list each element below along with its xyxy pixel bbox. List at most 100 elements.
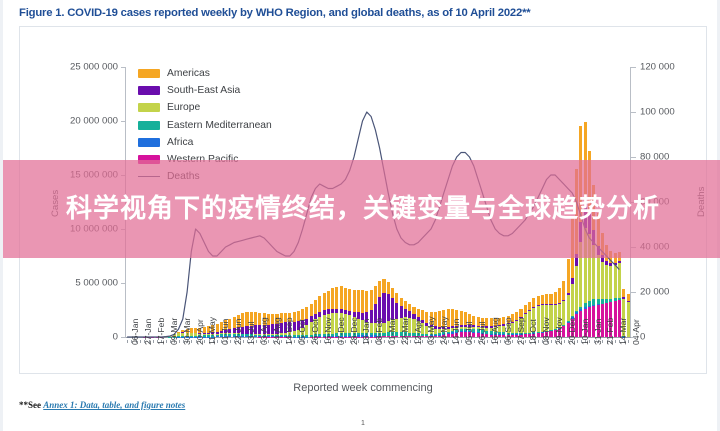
bar-column[interactable]	[540, 67, 544, 337]
legend-item-eastern-mediterranean[interactable]: Eastern Mediterranean	[138, 120, 272, 131]
bar-column[interactable]	[198, 67, 202, 337]
bar-column[interactable]	[236, 67, 240, 337]
bar-column[interactable]	[425, 67, 429, 337]
bar-column[interactable]	[442, 67, 446, 337]
bar-column[interactable]	[219, 67, 223, 337]
bar-column[interactable]	[523, 67, 527, 337]
bar-column[interactable]	[309, 67, 313, 337]
bar-column[interactable]	[305, 67, 309, 337]
bar-column[interactable]	[223, 67, 228, 337]
bar-column[interactable]	[322, 67, 326, 337]
bar-column[interactable]	[485, 67, 489, 337]
bar-column[interactable]	[249, 67, 253, 337]
bar-column[interactable]	[416, 67, 420, 337]
bar-column[interactable]	[258, 67, 262, 337]
bar-column[interactable]	[532, 67, 536, 337]
bar-column[interactable]	[420, 67, 425, 337]
bar-column[interactable]	[356, 67, 360, 337]
bar-column[interactable]	[382, 67, 386, 337]
bar-column[interactable]	[433, 67, 437, 337]
bar-column[interactable]	[489, 67, 493, 337]
bar-column[interactable]	[502, 67, 506, 337]
legend-item-americas[interactable]: Americas	[138, 68, 272, 79]
bar-column[interactable]	[545, 67, 549, 337]
bar-column[interactable]	[176, 67, 181, 337]
bar-column[interactable]	[566, 67, 570, 337]
bar-column[interactable]	[365, 67, 369, 337]
bar-column[interactable]	[232, 67, 236, 337]
bar-column[interactable]	[348, 67, 352, 337]
bar-column[interactable]	[326, 67, 330, 337]
bar-column[interactable]	[352, 67, 356, 337]
bar-column[interactable]	[626, 67, 630, 337]
annex-link[interactable]: Annex 1: Data, table, and figure notes	[43, 400, 186, 410]
legend-item-europe[interactable]: Europe	[138, 102, 272, 113]
bar-column[interactable]	[339, 67, 343, 337]
bar-column[interactable]	[253, 67, 258, 337]
bar-column[interactable]	[211, 67, 215, 337]
bar-column[interactable]	[468, 67, 472, 337]
bar-column[interactable]	[553, 67, 557, 337]
bar-column[interactable]	[395, 67, 399, 337]
bar-column[interactable]	[271, 67, 275, 337]
bar-column[interactable]	[536, 67, 540, 337]
bar-column[interactable]	[386, 67, 390, 337]
bar-column[interactable]	[181, 67, 185, 337]
bar-column[interactable]	[519, 67, 523, 337]
bar-column[interactable]	[215, 67, 219, 337]
bar-column[interactable]	[506, 67, 510, 337]
legend-item-south-east-asia[interactable]: South-East Asia	[138, 85, 272, 96]
bar-column[interactable]	[189, 67, 193, 337]
bar-column[interactable]	[335, 67, 339, 337]
bar-column[interactable]	[228, 67, 232, 337]
bar-column[interactable]	[202, 67, 206, 337]
bar-column[interactable]	[412, 67, 416, 337]
bar-column[interactable]	[313, 67, 318, 337]
bar-column[interactable]	[463, 67, 467, 337]
bar-column[interactable]	[549, 67, 553, 337]
bar-column[interactable]	[296, 67, 300, 337]
bar-column[interactable]	[557, 67, 562, 337]
bar-column[interactable]	[515, 67, 519, 337]
legend-item-western-pacific[interactable]: Western Pacific	[138, 154, 272, 165]
bar-column[interactable]	[283, 67, 288, 337]
bar-column[interactable]	[450, 67, 455, 337]
bar-column[interactable]	[206, 67, 211, 337]
bar-column[interactable]	[455, 67, 459, 337]
bar-column[interactable]	[390, 67, 395, 337]
bar-column[interactable]	[360, 67, 365, 337]
bar-column[interactable]	[262, 67, 266, 337]
bar-column[interactable]	[438, 67, 442, 337]
bar-column[interactable]	[476, 67, 480, 337]
bar-column[interactable]	[399, 67, 403, 337]
bar-column[interactable]	[318, 67, 322, 337]
bar-column[interactable]	[343, 67, 348, 337]
bar-column[interactable]	[369, 67, 373, 337]
bar-column[interactable]	[472, 67, 476, 337]
bar-column[interactable]	[527, 67, 532, 337]
bar-column[interactable]	[241, 67, 245, 337]
bar-column[interactable]	[378, 67, 382, 337]
bar-column[interactable]	[622, 67, 626, 337]
bar-column[interactable]	[331, 67, 335, 337]
bar-column[interactable]	[266, 67, 270, 337]
bar-column[interactable]	[301, 67, 305, 337]
bar-column[interactable]	[185, 67, 189, 337]
bar-column[interactable]	[446, 67, 450, 337]
bar-column[interactable]	[459, 67, 463, 337]
bar-column[interactable]	[562, 67, 566, 337]
bar-column[interactable]	[279, 67, 283, 337]
bar-column[interactable]	[292, 67, 296, 337]
bar-column[interactable]	[403, 67, 407, 337]
bar-column[interactable]	[493, 67, 497, 337]
bar-column[interactable]	[510, 67, 514, 337]
bar-column[interactable]	[497, 67, 502, 337]
bar-column[interactable]	[245, 67, 249, 337]
bar-column[interactable]	[429, 67, 433, 337]
bar-column[interactable]	[275, 67, 279, 337]
bar-column[interactable]	[194, 67, 198, 337]
bar-column[interactable]	[373, 67, 377, 337]
bar-column[interactable]	[288, 67, 292, 337]
legend-item-africa[interactable]: Africa	[138, 137, 272, 148]
bar-column[interactable]	[408, 67, 412, 337]
